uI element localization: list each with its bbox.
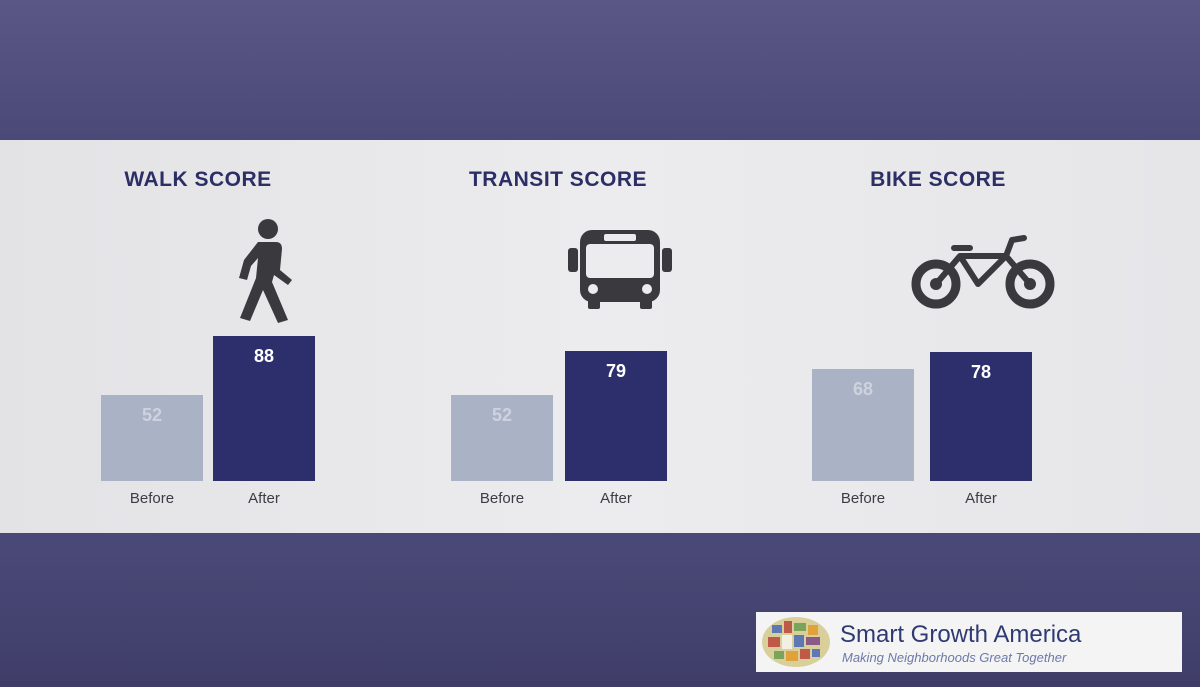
slide-content: WALK SCORE 52 88 Before After TRANSIT SC…: [0, 140, 1200, 533]
organization-name: Smart Growth America: [840, 621, 1082, 648]
smart-growth-america-logo: [762, 617, 830, 667]
chart-transit-score: TRANSIT SCORE 52 79 Before After: [388, 140, 748, 533]
bar-after: 88: [213, 335, 315, 481]
bus-icon: [568, 230, 672, 309]
chart-title: TRANSIT SCORE: [468, 168, 647, 191]
category-label-before: Before: [129, 490, 175, 507]
bar-value-label: 52: [141, 405, 163, 426]
chart-title: WALK SCORE: [124, 168, 272, 191]
bar-after: 79: [565, 350, 667, 481]
category-label-before: Before: [840, 490, 886, 507]
chart-walk-score: WALK SCORE 52 88 Before After: [28, 140, 388, 533]
bar-value-label: 79: [605, 360, 627, 381]
pedestrian-icon: [239, 219, 292, 323]
organization-tagline: Making Neighborhoods Great Together: [842, 650, 1067, 665]
chart-bike-score: BIKE SCORE 68 78 Before After: [758, 140, 1118, 533]
category-label-after: After: [600, 490, 632, 507]
bicycle-icon: [911, 235, 1055, 309]
chart-title: BIKE SCORE: [870, 168, 1006, 191]
logo-banner: Smart Growth America Making Neighborhood…: [756, 612, 1182, 672]
bar-value-label: 68: [852, 378, 874, 399]
bar-before: 68: [812, 368, 914, 481]
bar-before: 52: [451, 395, 553, 481]
bar-after: 78: [930, 352, 1032, 481]
bar-before: 52: [101, 395, 203, 481]
category-label-before: Before: [479, 490, 525, 507]
bar-value-label: 78: [970, 362, 992, 383]
bar-value-label: 52: [491, 405, 513, 426]
category-label-after: After: [248, 490, 280, 507]
bar-value-label: 88: [253, 345, 275, 366]
category-label-after: After: [965, 490, 997, 507]
